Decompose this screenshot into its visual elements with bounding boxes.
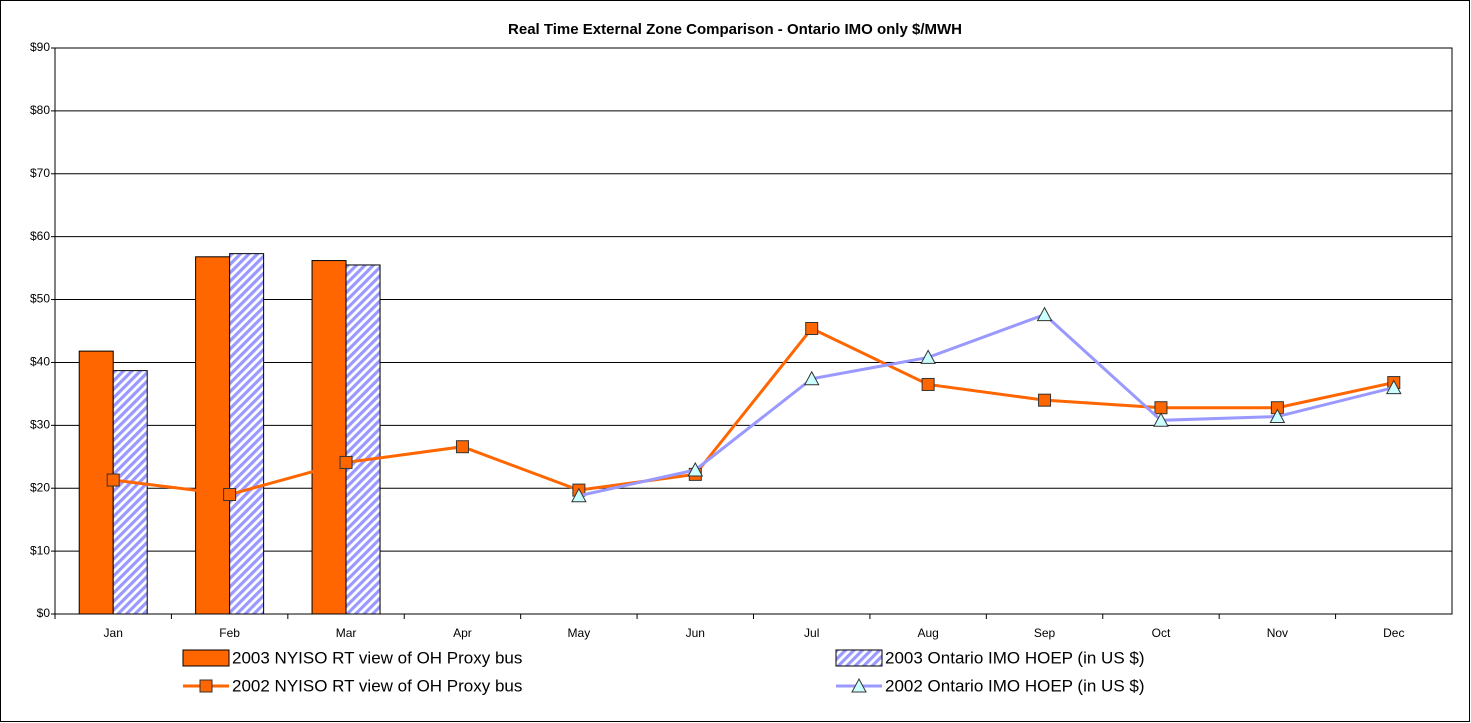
bar [229, 253, 265, 615]
marker [106, 473, 120, 487]
y-tick-label: $50 [30, 292, 50, 306]
legend-marker [851, 677, 867, 693]
x-tick-label: Oct [1152, 626, 1171, 640]
legend-label: 2003 Ontario IMO HOEP (in US $) [885, 648, 1145, 667]
legend-label: 2002 Ontario IMO HOEP (in US $) [885, 676, 1145, 695]
marker [223, 488, 237, 502]
marker [1269, 408, 1286, 424]
legend-label: 2003 NYISO RT view of OH Proxy bus [232, 648, 522, 667]
marker [1153, 412, 1169, 427]
x-tick-label: Jan [104, 626, 123, 640]
x-tick-label: May [568, 626, 591, 640]
legend-label: 2002 NYISO RT view of OH Proxy bus [232, 676, 522, 695]
x-tick-label: Jun [686, 626, 705, 640]
y-tick-label: $0 [37, 606, 51, 620]
line [113, 326, 1395, 497]
bar [195, 256, 231, 615]
y-tick-label: $20 [30, 480, 50, 494]
x-tick-label: Nov [1267, 626, 1288, 640]
y-tick-label: $30 [30, 418, 50, 432]
x-tick-label: Feb [219, 626, 240, 640]
marker [455, 440, 469, 454]
marker [920, 349, 936, 364]
x-tick-label: Jul [804, 626, 819, 640]
marker [1385, 379, 1402, 395]
x-tick-label: Apr [453, 626, 472, 640]
x-tick-label: Dec [1383, 626, 1404, 640]
legend-marker [199, 679, 213, 693]
marker [571, 487, 587, 503]
marker [921, 377, 935, 391]
legend-swatch [182, 649, 230, 667]
marker [1038, 393, 1052, 407]
y-tick-label: $60 [30, 229, 50, 243]
marker [1036, 306, 1053, 322]
marker [339, 455, 353, 469]
x-tick-label: Sep [1034, 626, 1056, 640]
marker [803, 370, 820, 386]
x-tick-label: Aug [917, 626, 938, 640]
x-tick-label: Mar [336, 626, 357, 640]
plot-area [54, 47, 1453, 615]
y-tick-label: $70 [30, 166, 50, 180]
legend-swatch [835, 649, 883, 667]
y-tick-label: $80 [30, 103, 50, 117]
marker [687, 461, 704, 477]
y-tick-label: $90 [30, 40, 50, 54]
bar [112, 370, 148, 615]
marker [805, 321, 819, 335]
y-tick-label: $10 [30, 543, 50, 557]
bar [345, 264, 381, 615]
y-tick-label: $40 [30, 355, 50, 369]
line [578, 312, 1395, 498]
marker [1154, 401, 1168, 415]
chart-title: Real Time External Zone Comparison - Ont… [508, 21, 962, 38]
bar [311, 260, 347, 615]
